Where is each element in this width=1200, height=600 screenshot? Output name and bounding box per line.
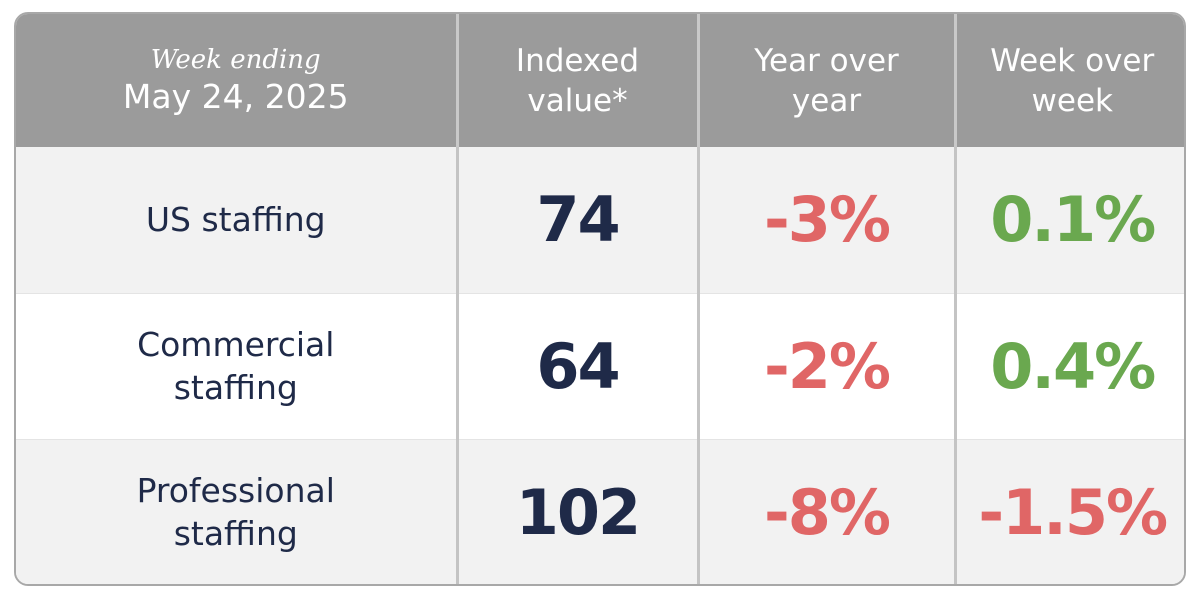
header-row: Week ending May 24, 2025 Indexed value* …	[16, 14, 1184, 147]
year-over-year-cell: -8%	[696, 438, 955, 584]
header-week-ending: Week ending May 24, 2025	[16, 14, 457, 147]
week-over-week-cell: -1.5%	[953, 438, 1184, 584]
indexed-value: 74	[536, 183, 620, 257]
table-header: Week ending May 24, 2025 Indexed value* …	[16, 14, 1184, 147]
week-ending-label: Week ending	[150, 44, 321, 75]
row-label: Commercial staffing	[137, 325, 335, 407]
table-body: US staffing 74 -3% 0.1% Commercial staff…	[16, 147, 1184, 584]
week-date: May 24, 2025	[122, 76, 349, 116]
row-label-cell: Commercial staffing	[16, 292, 457, 439]
header-indexed-value-label: Indexed value*	[515, 42, 640, 119]
year-over-year-value: -3%	[764, 183, 891, 257]
indexed-value-cell: 64	[455, 292, 698, 439]
header-indexed-value: Indexed value*	[455, 14, 698, 147]
week-over-week-value: 0.1%	[990, 183, 1156, 257]
row-label: US staffing	[145, 200, 326, 240]
year-over-year-value: -8%	[764, 475, 891, 549]
row-label-cell: US staffing	[16, 147, 457, 293]
staffing-index-table-container: Week ending May 24, 2025 Indexed value* …	[14, 12, 1186, 586]
week-over-week-value: -1.5%	[978, 475, 1168, 549]
year-over-year-value: -2%	[764, 329, 891, 403]
year-over-year-cell: -2%	[696, 292, 955, 439]
week-over-week-cell: 0.1%	[953, 147, 1184, 293]
indexed-value-cell: 74	[455, 147, 698, 293]
row-label: Professional staffing	[136, 471, 335, 554]
table-row: US staffing 74 -3% 0.1%	[16, 147, 1184, 293]
indexed-value-cell: 102	[455, 438, 698, 584]
table-row: Commercial staffing 64 -2% 0.4%	[16, 292, 1184, 439]
header-year-over-year: Year over year	[696, 14, 955, 147]
row-label-cell: Professional staffing	[16, 438, 457, 584]
staffing-index-table: Week ending May 24, 2025 Indexed value* …	[16, 14, 1184, 584]
table-row: Professional staffing 102 -8% -1.5%	[16, 438, 1184, 584]
year-over-year-cell: -3%	[696, 147, 955, 293]
header-year-over-year-label: Year over year	[754, 42, 899, 119]
week-over-week-value: 0.4%	[990, 329, 1156, 403]
week-over-week-cell: 0.4%	[953, 292, 1184, 439]
indexed-value: 64	[536, 329, 620, 403]
indexed-value: 102	[515, 475, 641, 549]
header-week-over-week-label: Week over week	[990, 42, 1155, 119]
header-week-over-week: Week over week	[953, 14, 1184, 147]
